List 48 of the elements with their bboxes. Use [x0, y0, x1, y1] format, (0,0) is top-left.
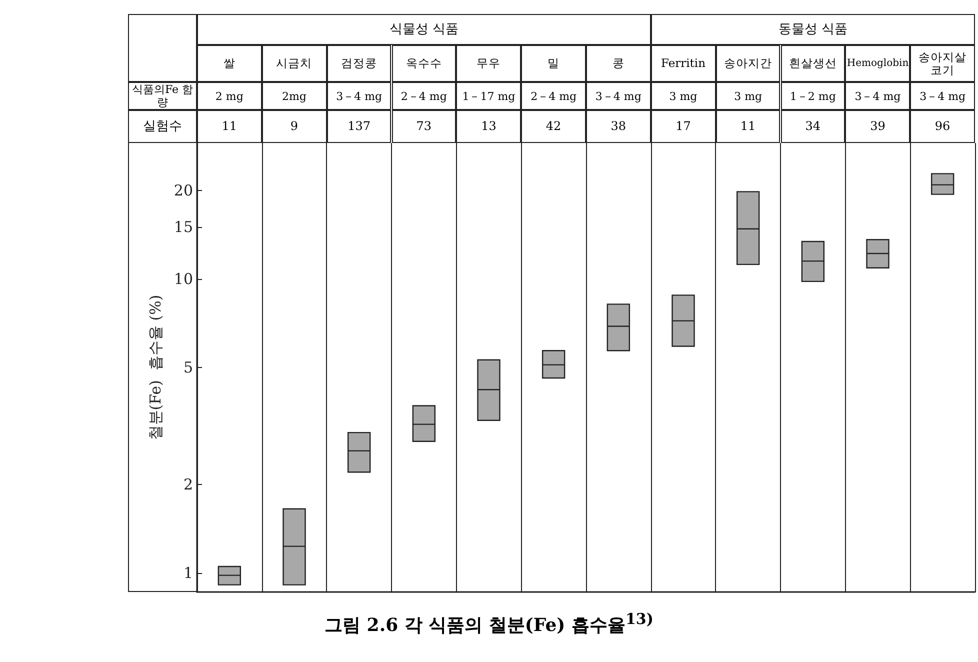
x-tick-label: 쌀 — [197, 45, 262, 82]
text: 11 — [716, 110, 780, 143]
x-tick-label: 송아지살코기 — [910, 45, 975, 82]
text: 73 — [392, 110, 456, 143]
text: 17 — [650, 110, 716, 143]
y-tick-label: 2 — [183, 475, 193, 494]
text: 1－2 mg — [780, 82, 846, 110]
y-tick-label: 15 — [174, 218, 193, 236]
x-tick-label: 송아지간 — [716, 45, 780, 82]
text: 식품의Fe 함량 — [128, 82, 197, 110]
y-tick-label: 20 — [174, 181, 193, 200]
x-tick-label: 콩 — [586, 45, 651, 82]
x-tick-label: Ferritin — [650, 45, 716, 82]
y-tick-label: 10 — [174, 270, 193, 288]
text: 38 — [586, 110, 651, 143]
x-tick-label: 옥수수 — [392, 45, 456, 82]
text: 1－17 mg — [456, 82, 522, 110]
text: 3 mg — [650, 82, 716, 110]
text: 39 — [845, 110, 910, 143]
text: 2－4 mg — [392, 82, 456, 110]
text: 13 — [456, 110, 522, 143]
text: 3－4 mg — [910, 82, 975, 110]
text: 동물성 식품 — [650, 14, 975, 45]
text: 식물성 식품 — [197, 14, 651, 45]
x-tick-label: 무우 — [456, 45, 522, 82]
text: 3－4 mg — [326, 82, 392, 110]
x-tick-label: 흰살생선 — [780, 45, 846, 82]
text: 3－4 mg — [845, 82, 910, 110]
text: 137 — [326, 110, 392, 143]
text: 실험수 — [128, 110, 197, 143]
text: 3 mg — [716, 82, 780, 110]
text: 그림 2.6 각 식품의 철분(Fe) 흡수율$^{13)}$ — [324, 610, 654, 637]
text: 42 — [521, 110, 586, 143]
text: 2mg — [262, 82, 327, 110]
text: 96 — [910, 110, 975, 143]
text: 2 mg — [197, 82, 262, 110]
x-tick-label: Hemoglobin — [845, 45, 910, 82]
y-tick-label: 5 — [183, 358, 193, 376]
text: 9 — [262, 110, 327, 143]
y-axis-title: 철분(Fe) 흡수율 (%) — [146, 294, 165, 440]
text: 34 — [780, 110, 846, 143]
y-tick-label: 1 — [183, 564, 193, 582]
text: 3－4 mg — [586, 82, 651, 110]
x-tick-label: 검정콩 — [326, 45, 392, 82]
x-tick-label: 시금치 — [262, 45, 327, 82]
text: 11 — [197, 110, 262, 143]
text: 2－4 mg — [521, 82, 586, 110]
x-tick-label: 밀 — [521, 45, 586, 82]
